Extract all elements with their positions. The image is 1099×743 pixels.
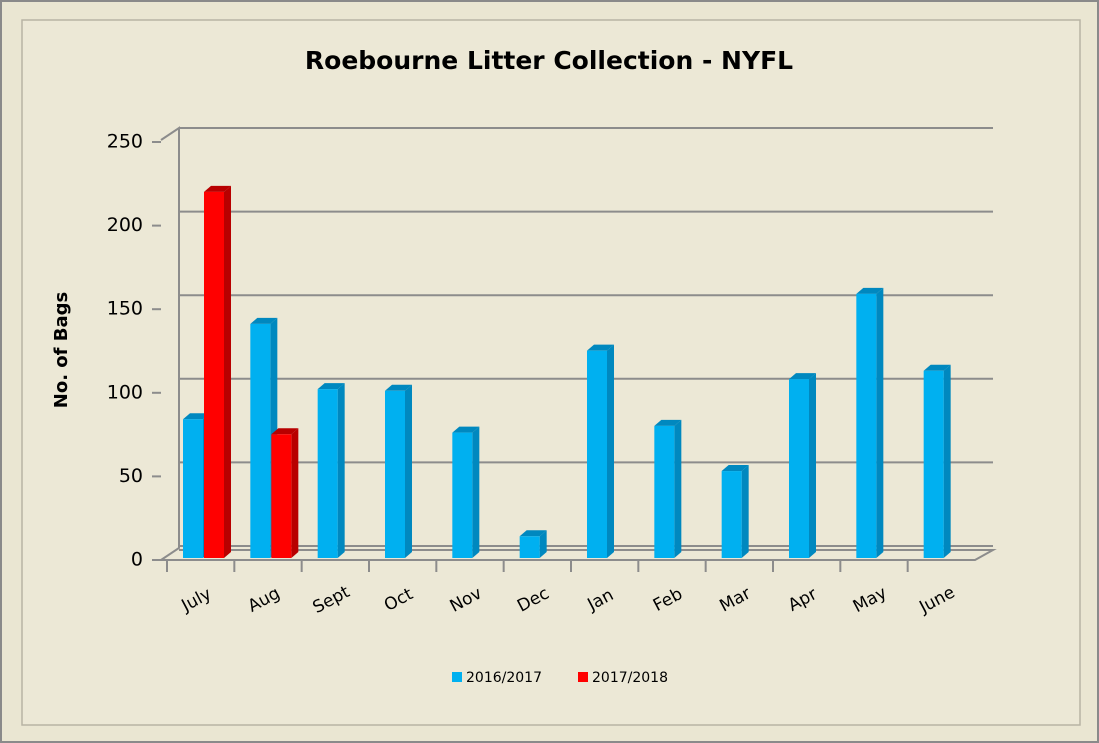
y-tick-label: 0	[131, 549, 143, 571]
bar-front	[519, 536, 540, 558]
y-tick-label: 100	[107, 381, 143, 403]
legend-label: 2017/2018	[592, 670, 668, 686]
bar-front	[856, 293, 877, 558]
chart-area	[21, 19, 1081, 726]
bar-front	[250, 323, 271, 558]
bar-side	[472, 426, 480, 558]
bar-front	[204, 191, 224, 558]
bar-top	[721, 465, 749, 472]
y-tick-label: 200	[107, 214, 143, 236]
bar-side	[674, 419, 682, 558]
bar-side	[809, 373, 816, 558]
bar-side	[539, 530, 547, 558]
legend-label: 2016/2017	[466, 670, 542, 686]
bar-front	[721, 471, 742, 558]
bar-side	[607, 344, 614, 558]
y-axis-label: No. of Bags	[51, 292, 72, 408]
bar-front	[587, 350, 607, 558]
bar-front	[923, 370, 944, 558]
bar-top	[587, 344, 614, 351]
bar	[271, 428, 299, 558]
bar-side	[876, 287, 884, 558]
bar-front	[183, 419, 203, 558]
bar	[204, 185, 231, 558]
legend-swatch	[578, 672, 588, 682]
bar-front	[317, 389, 338, 558]
bar-side	[224, 185, 231, 558]
bar-top	[654, 419, 682, 426]
bar-side	[943, 364, 951, 558]
bar	[385, 384, 412, 558]
y-tick-label: 50	[119, 465, 143, 487]
bar-front	[271, 434, 292, 558]
bar-top	[271, 428, 299, 435]
bar-side	[741, 465, 749, 558]
bar-front	[654, 425, 675, 558]
legend-swatch	[452, 672, 462, 682]
bar	[923, 364, 951, 558]
bar	[317, 383, 345, 558]
bar-top	[789, 373, 816, 380]
bar	[519, 530, 547, 558]
bar-top	[856, 287, 884, 294]
bar-top	[317, 383, 345, 390]
floor	[161, 549, 997, 561]
bar-side	[291, 428, 299, 558]
bar-top	[204, 185, 231, 192]
bar-side	[405, 384, 412, 558]
y-tick-label: 250	[107, 131, 143, 153]
bar	[789, 373, 816, 558]
bar-top	[519, 530, 547, 537]
bar-front	[452, 432, 473, 558]
bar-front	[385, 390, 405, 558]
bar-top	[250, 317, 278, 324]
side-wall	[160, 126, 180, 561]
bar	[856, 287, 884, 558]
bar	[721, 465, 749, 558]
y-tick-label: 150	[107, 298, 143, 320]
bar-front	[789, 379, 809, 558]
bar-side	[337, 383, 345, 558]
chart-title: Roebourne Litter Collection - NYFL	[305, 46, 793, 75]
bar-top	[923, 364, 951, 371]
bar	[587, 344, 614, 558]
bar	[654, 419, 682, 558]
bar	[452, 426, 480, 558]
bar-top	[183, 413, 210, 420]
bar-top	[385, 384, 412, 391]
bar-top	[452, 426, 480, 433]
